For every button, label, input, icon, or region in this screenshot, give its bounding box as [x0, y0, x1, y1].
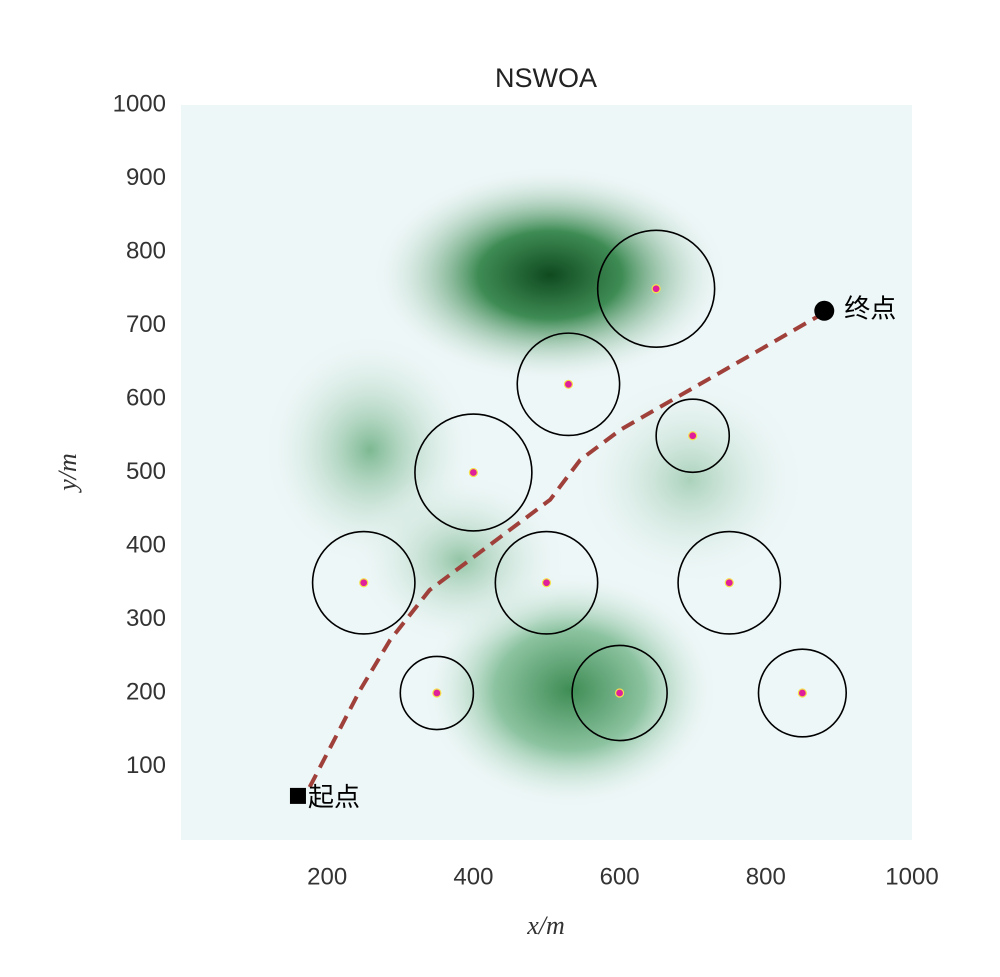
threat-circle — [677, 530, 782, 635]
y-tick-label: 600 — [126, 384, 166, 411]
threat-circle — [414, 413, 533, 532]
start-label: 起点 — [308, 782, 360, 812]
terrain — [181, 105, 912, 840]
path-line — [307, 313, 821, 789]
end-marker — [814, 300, 835, 321]
threat-center — [563, 379, 574, 389]
y-tick-label: 400 — [126, 531, 166, 558]
y-tick-label: 800 — [126, 237, 166, 264]
threat-center — [541, 578, 552, 588]
y-axis-label: y/m — [53, 453, 82, 494]
threat-center — [359, 578, 369, 588]
x-tick-label: 1000 — [885, 863, 938, 890]
chart-title: NSWOA — [495, 63, 597, 93]
threat-center — [651, 284, 661, 294]
threat-circle — [757, 648, 848, 738]
y-tick-label: 100 — [126, 752, 166, 779]
threat-center — [797, 688, 807, 698]
y-tick-label: 1000 — [113, 90, 166, 117]
threat-center — [468, 467, 478, 478]
y-tick-label: 700 — [126, 311, 166, 338]
threat-circle — [494, 530, 599, 635]
threat-circle — [596, 229, 716, 349]
threat-center — [614, 688, 625, 698]
end-label: 终点 — [844, 294, 896, 324]
x-tick-label: 400 — [453, 863, 493, 890]
x-axis-label: x/m — [526, 911, 565, 940]
threat-circle — [399, 655, 475, 731]
threat-circle — [655, 398, 731, 474]
threat-circle — [311, 530, 416, 635]
start-marker — [289, 787, 306, 804]
y-tick-label: 900 — [126, 164, 166, 191]
threat-circle — [516, 332, 621, 437]
y-tick-label: 300 — [126, 605, 166, 632]
threat-center — [724, 578, 734, 588]
threat-center — [432, 688, 442, 698]
x-tick-label: 200 — [307, 863, 347, 890]
threat-circle — [571, 644, 668, 742]
x-tick-label: 800 — [746, 863, 786, 890]
x-tick-label: 600 — [600, 863, 640, 890]
threat-center — [688, 431, 698, 441]
y-tick-label: 500 — [126, 458, 166, 485]
y-tick-label: 200 — [126, 678, 166, 705]
